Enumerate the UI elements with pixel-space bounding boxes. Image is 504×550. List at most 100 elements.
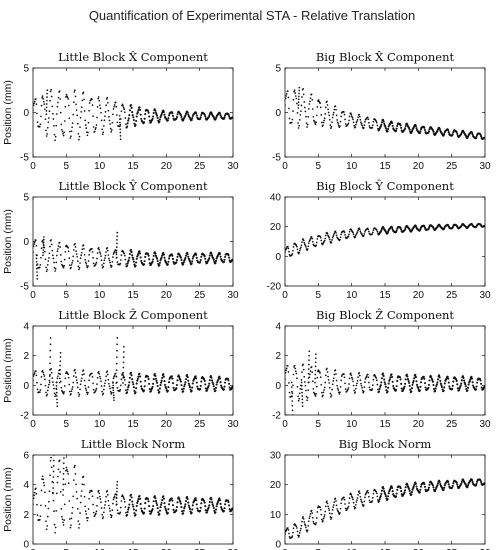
data-point: [406, 378, 410, 381]
data-point: [335, 379, 338, 382]
data-point: [43, 375, 46, 377]
data-point: [36, 388, 39, 391]
x-tick-label: 20: [161, 548, 173, 550]
data-point: [130, 106, 133, 109]
data-point: [382, 120, 385, 123]
data-point: [95, 512, 97, 515]
data-point: [50, 243, 53, 246]
data-point: [317, 506, 319, 509]
data-point: [71, 259, 74, 262]
y-tick-label: 40: [270, 193, 282, 204]
data-point: [208, 504, 211, 507]
data-point: [92, 256, 94, 259]
x-tick-label: 20: [413, 548, 425, 550]
data-point: [384, 385, 387, 388]
data-point: [60, 123, 63, 126]
data-point: [55, 388, 58, 391]
data-point: [67, 246, 69, 249]
data-point: [175, 509, 178, 512]
data-point: [292, 373, 295, 376]
data-point: [84, 124, 87, 126]
data-point: [56, 377, 59, 380]
data-point: [88, 491, 91, 494]
data-point: [319, 506, 321, 509]
data-point: [344, 123, 347, 125]
data-point: [95, 124, 98, 126]
data-point: [119, 138, 122, 141]
data-point: [57, 245, 60, 247]
data-point: [455, 131, 458, 134]
data-point: [137, 498, 140, 501]
data-point: [208, 254, 211, 257]
data-point: [315, 114, 318, 117]
data-point: [384, 383, 387, 386]
data-point: [48, 490, 51, 493]
data-point: [57, 475, 59, 478]
data-point: [308, 350, 311, 353]
x-tick-label: 10: [94, 290, 106, 301]
data-point: [471, 381, 474, 384]
data-point: [396, 124, 399, 127]
data-point: [323, 514, 326, 516]
data-point: [107, 499, 110, 502]
data-point: [151, 385, 154, 388]
data-point: [330, 125, 333, 128]
data-point: [112, 389, 115, 392]
data-point: [434, 489, 437, 492]
data-point: [55, 261, 58, 264]
data-point: [212, 383, 215, 386]
data-point: [113, 375, 115, 378]
data-point: [203, 379, 206, 382]
data-point: [380, 489, 383, 492]
x-tick-label: 25: [194, 161, 206, 172]
data-point: [348, 119, 350, 122]
data-point: [428, 483, 431, 486]
data-point: [294, 367, 297, 370]
data-point: [104, 115, 106, 118]
plot-frame: [32, 325, 234, 416]
x-tick-label: 25: [446, 548, 458, 550]
data-point: [302, 93, 305, 96]
data-point: [116, 484, 118, 486]
data-point: [135, 504, 138, 507]
data-point: [43, 103, 46, 105]
data-point: [124, 117, 127, 119]
data-point: [223, 116, 226, 119]
data-point: [94, 128, 97, 131]
data-point: [423, 483, 426, 486]
data-point: [427, 130, 430, 133]
data-point: [314, 377, 316, 380]
data-point: [139, 113, 142, 116]
data-point: [399, 487, 402, 490]
data-point: [116, 235, 118, 238]
data-point: [224, 381, 227, 384]
data-point: [371, 388, 374, 390]
data-series: [33, 231, 233, 280]
data-point: [36, 267, 38, 270]
data-point: [306, 399, 308, 402]
data-point: [306, 248, 309, 250]
data-point: [303, 381, 306, 383]
data-point: [85, 513, 88, 515]
data-point: [347, 387, 350, 389]
data-point: [52, 384, 55, 386]
data-point: [332, 377, 335, 380]
data-point: [302, 87, 304, 90]
data-point: [294, 92, 297, 94]
data-point: [101, 517, 104, 520]
data-point: [50, 88, 52, 91]
data-point: [204, 505, 207, 508]
data-point: [139, 108, 142, 112]
data-point: [356, 382, 358, 385]
data-point: [42, 371, 45, 374]
data-point: [152, 378, 155, 381]
data-point: [43, 484, 46, 487]
data-point: [35, 264, 38, 267]
data-point: [191, 382, 194, 385]
data-point: [75, 253, 78, 255]
data-point: [171, 504, 175, 507]
plot-frame: [32, 454, 234, 545]
data-point: [296, 377, 298, 380]
data-series: [285, 222, 485, 257]
data-point: [442, 389, 445, 392]
